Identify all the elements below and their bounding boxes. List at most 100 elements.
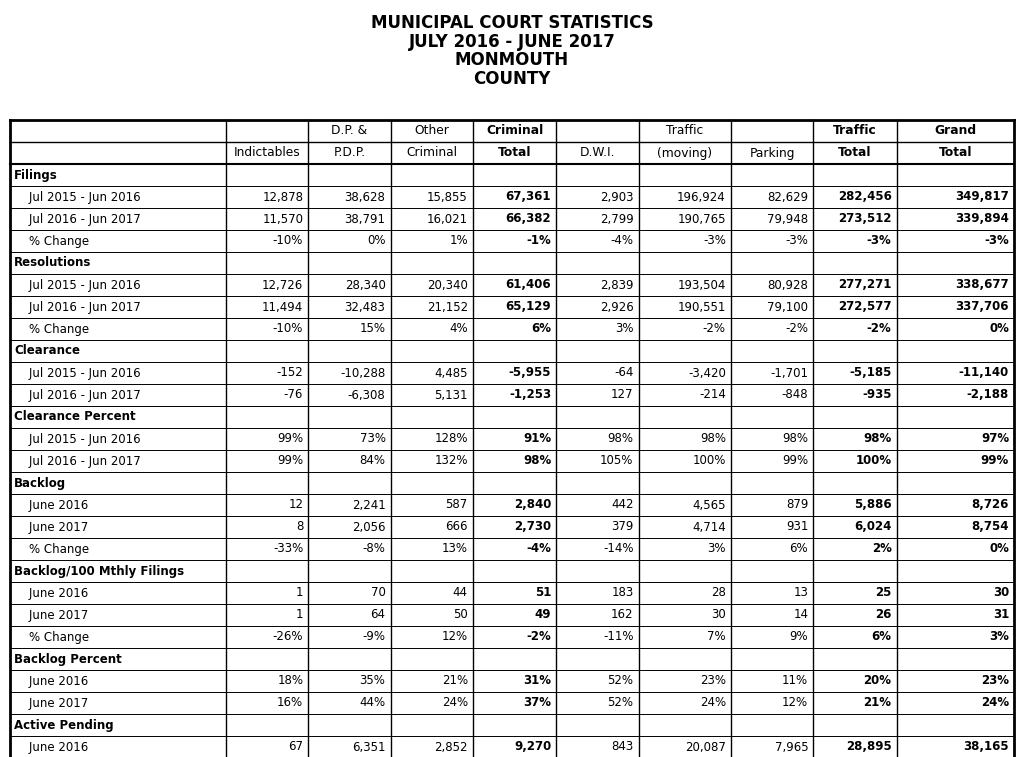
Text: 337,706: 337,706	[955, 301, 1009, 313]
Text: 2,799: 2,799	[600, 213, 634, 226]
Text: 3%: 3%	[615, 322, 634, 335]
Text: P.D.P.: P.D.P.	[333, 147, 366, 160]
Text: 26: 26	[876, 609, 892, 621]
Text: -2,188: -2,188	[967, 388, 1009, 401]
Text: June 2017: June 2017	[14, 521, 88, 534]
Text: % Change: % Change	[14, 631, 89, 643]
Text: 98%: 98%	[782, 432, 808, 446]
Text: -8%: -8%	[362, 543, 385, 556]
Text: Backlog: Backlog	[14, 476, 67, 490]
Text: -10,288: -10,288	[340, 366, 385, 379]
Text: 67,361: 67,361	[506, 191, 551, 204]
Text: 32,483: 32,483	[345, 301, 385, 313]
Text: Backlog/100 Mthly Filings: Backlog/100 Mthly Filings	[14, 565, 184, 578]
Text: -1,253: -1,253	[509, 388, 551, 401]
Text: -3%: -3%	[984, 235, 1009, 248]
Text: 99%: 99%	[278, 432, 303, 446]
Text: 50: 50	[453, 609, 468, 621]
Text: 84%: 84%	[359, 454, 385, 468]
Text: 843: 843	[611, 740, 634, 753]
Text: 15,855: 15,855	[427, 191, 468, 204]
Text: Clearance Percent: Clearance Percent	[14, 410, 135, 423]
Text: 24%: 24%	[699, 696, 726, 709]
Text: 23%: 23%	[981, 674, 1009, 687]
Text: Resolutions: Resolutions	[14, 257, 91, 269]
Text: 79,100: 79,100	[767, 301, 808, 313]
Text: MUNICIPAL COURT STATISTICS: MUNICIPAL COURT STATISTICS	[371, 14, 653, 32]
Text: 338,677: 338,677	[955, 279, 1009, 291]
Text: 5,886: 5,886	[854, 499, 892, 512]
Text: 28,340: 28,340	[345, 279, 385, 291]
Text: 79,948: 79,948	[767, 213, 808, 226]
Text: 11%: 11%	[782, 674, 808, 687]
Text: 2,241: 2,241	[352, 499, 385, 512]
Text: MONMOUTH: MONMOUTH	[455, 51, 569, 69]
Text: 16,021: 16,021	[427, 213, 468, 226]
Text: 4,714: 4,714	[692, 521, 726, 534]
Text: 12%: 12%	[782, 696, 808, 709]
Text: 273,512: 273,512	[838, 213, 892, 226]
Text: 99%: 99%	[981, 454, 1009, 468]
Text: 82,629: 82,629	[767, 191, 808, 204]
Text: Jul 2016 - Jun 2017: Jul 2016 - Jun 2017	[14, 388, 140, 401]
Text: 38,791: 38,791	[344, 213, 385, 226]
Text: 2,056: 2,056	[352, 521, 385, 534]
Text: -3%: -3%	[866, 235, 892, 248]
Text: 25: 25	[876, 587, 892, 600]
Text: 12%: 12%	[441, 631, 468, 643]
Text: 28,895: 28,895	[846, 740, 892, 753]
Text: June 2017: June 2017	[14, 609, 88, 621]
Text: 61,406: 61,406	[506, 279, 551, 291]
Text: Filings: Filings	[14, 169, 57, 182]
Text: -2%: -2%	[866, 322, 892, 335]
Text: -2%: -2%	[702, 322, 726, 335]
Text: 24%: 24%	[981, 696, 1009, 709]
Text: 349,817: 349,817	[955, 191, 1009, 204]
Text: June 2016: June 2016	[14, 499, 88, 512]
Text: Total: Total	[838, 147, 871, 160]
Text: -3%: -3%	[785, 235, 808, 248]
Text: 13%: 13%	[441, 543, 468, 556]
Text: Jul 2015 - Jun 2016: Jul 2015 - Jun 2016	[14, 191, 140, 204]
Text: -1%: -1%	[526, 235, 551, 248]
Text: 931: 931	[785, 521, 808, 534]
Text: -2%: -2%	[785, 322, 808, 335]
Text: 66,382: 66,382	[506, 213, 551, 226]
Text: 21,152: 21,152	[427, 301, 468, 313]
Text: 16%: 16%	[278, 696, 303, 709]
Text: 52%: 52%	[607, 696, 634, 709]
Text: 12,878: 12,878	[262, 191, 303, 204]
Text: 8,754: 8,754	[972, 521, 1009, 534]
Text: 12: 12	[288, 499, 303, 512]
Text: -64: -64	[614, 366, 634, 379]
Text: Traffic: Traffic	[833, 124, 877, 138]
Text: 30: 30	[711, 609, 726, 621]
Text: 44%: 44%	[359, 696, 385, 709]
Text: 6,024: 6,024	[854, 521, 892, 534]
Text: 442: 442	[611, 499, 634, 512]
Text: 6,351: 6,351	[352, 740, 385, 753]
Text: 100%: 100%	[692, 454, 726, 468]
Text: 2,730: 2,730	[514, 521, 551, 534]
Text: 8,726: 8,726	[972, 499, 1009, 512]
Text: 666: 666	[445, 521, 468, 534]
Text: 98%: 98%	[699, 432, 726, 446]
Text: 4,485: 4,485	[434, 366, 468, 379]
Text: 0%: 0%	[989, 322, 1009, 335]
Text: Jul 2015 - Jun 2016: Jul 2015 - Jun 2016	[14, 279, 140, 291]
Text: -6,308: -6,308	[348, 388, 385, 401]
Text: 20%: 20%	[863, 674, 892, 687]
Text: 128%: 128%	[434, 432, 468, 446]
Text: Other: Other	[415, 124, 450, 138]
Text: 8: 8	[296, 521, 303, 534]
Text: % Change: % Change	[14, 543, 89, 556]
Text: Clearance: Clearance	[14, 344, 80, 357]
Text: 11,494: 11,494	[262, 301, 303, 313]
Text: D.W.I.: D.W.I.	[580, 147, 615, 160]
Text: -2%: -2%	[526, 631, 551, 643]
Text: 4%: 4%	[450, 322, 468, 335]
Text: 183: 183	[611, 587, 634, 600]
Text: 196,924: 196,924	[677, 191, 726, 204]
Text: 98%: 98%	[863, 432, 892, 446]
Text: 4,565: 4,565	[692, 499, 726, 512]
